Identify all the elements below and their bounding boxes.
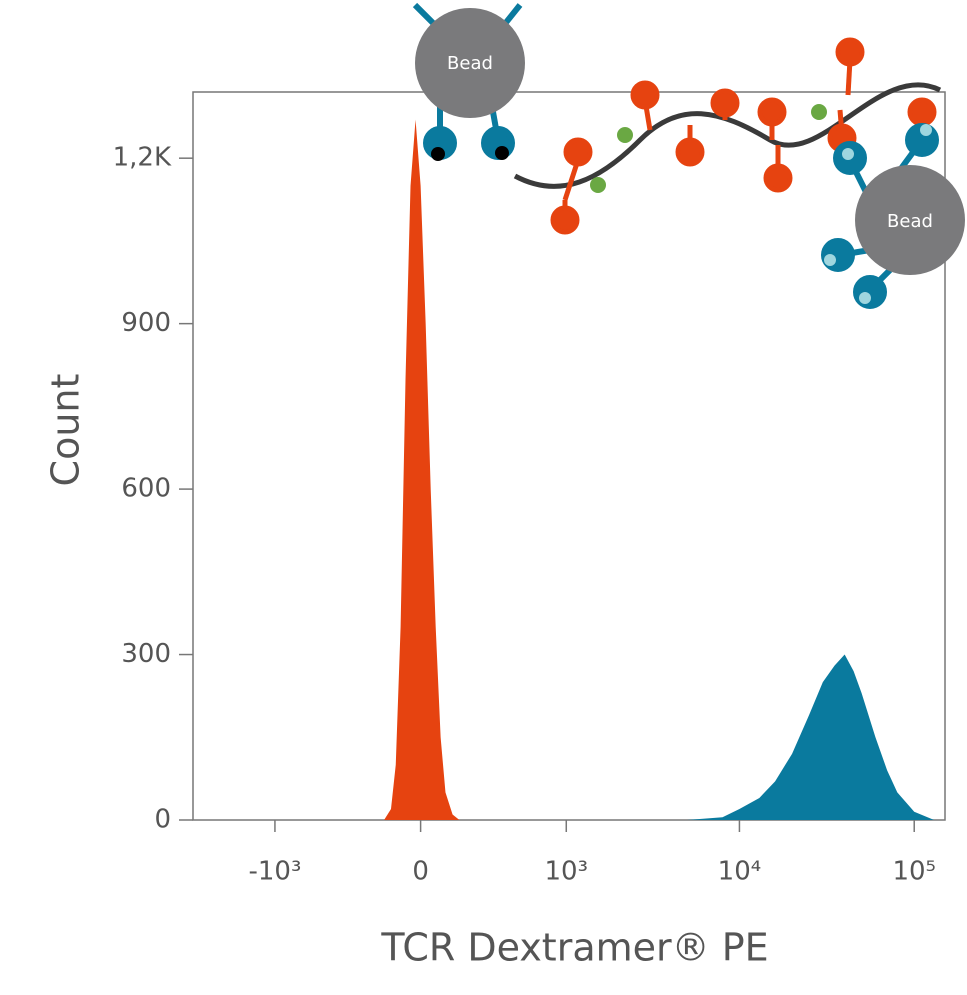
y-tick-label: 900 [121,308,171,338]
y-tick-label: 600 [121,474,171,504]
y-tick-label: 300 [121,639,171,669]
histogram-area [384,119,460,821]
bead [415,8,525,118]
bead [855,165,965,275]
plot: TCR Dextramer® PE Count 0 300 600 900 1,2K -1… [44,91,946,970]
bead-label: Bead [887,211,933,232]
y-tick-label: 1,2K [113,143,172,173]
histogram-area [686,654,935,820]
dye [811,104,827,120]
dextran-backbone [513,82,942,189]
x-tick-label: -10³ [248,857,301,887]
antibodies [412,2,939,309]
illustration: Bead Bead [412,2,965,309]
dye [590,177,606,193]
x-tick-label: 10³ [545,857,589,887]
y-axis-label: Count [44,374,88,487]
y-tick-label: 0 [154,805,171,835]
bead-label: Bead [447,53,493,74]
plot-frame [192,91,946,821]
x-tick-label: 0 [412,857,429,887]
x-tick-label: 10⁴ [718,857,762,887]
x-tick-label: 10⁵ [892,857,936,887]
dye [617,127,633,143]
x-axis-label: TCR Dextramer® PE [380,926,768,970]
